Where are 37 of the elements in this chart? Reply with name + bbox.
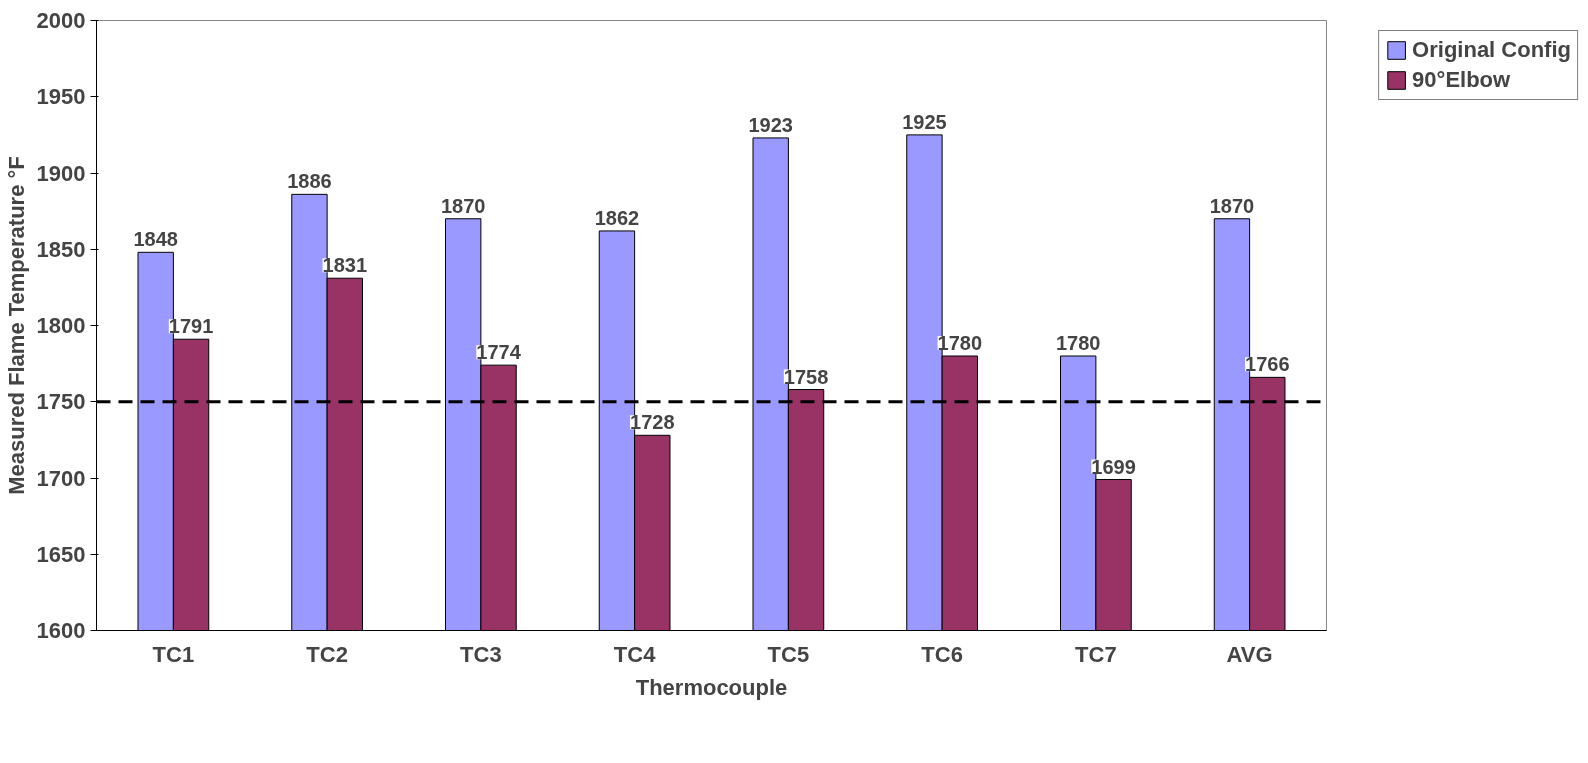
data-label: 1925: [902, 110, 947, 133]
y-axis-title: Measured Flame Temperature °F: [3, 156, 29, 495]
data-label: 1831: [322, 254, 368, 277]
x-tick-label: TC3: [460, 641, 502, 667]
y-tick-label: 1800: [36, 313, 86, 338]
x-tick-label: AVG: [1226, 641, 1273, 667]
data-label: 1780: [1055, 332, 1101, 354]
y-tick-label: 2000: [36, 8, 86, 33]
data-label: 1758: [783, 365, 829, 388]
y-tick-label: 1650: [36, 541, 86, 567]
data-label: 1862: [594, 206, 640, 229]
data-label: 1699: [1091, 455, 1136, 478]
data-label: 1870: [1209, 194, 1255, 217]
x-tick-label: TC1: [152, 641, 195, 667]
x-tick-label: TC6: [921, 641, 963, 667]
data-label: 1870: [440, 194, 486, 217]
x-axis-title: Thermocouple: [635, 674, 788, 700]
data-label: 1766: [1245, 353, 1290, 376]
data-label: 1780: [937, 332, 983, 354]
y-tick-label: 1900: [36, 160, 86, 186]
y-tick-label: 1950: [36, 84, 86, 110]
x-tick-label: TC5: [767, 641, 810, 667]
data-label: 1848: [133, 228, 178, 251]
legend-label: 90°Elbow: [1412, 67, 1511, 93]
y-tick-label: 1600: [36, 618, 86, 643]
data-label: 1886: [287, 170, 332, 193]
x-tick-label: TC4: [613, 641, 657, 667]
data-label: 1923: [748, 113, 793, 136]
y-tick-label: 1750: [36, 389, 86, 415]
data-label: 1774: [476, 341, 522, 364]
legend-label: Original Config: [1412, 37, 1571, 63]
data-label: 1791: [168, 315, 214, 338]
y-tick-label: 1850: [36, 236, 86, 262]
x-tick-label: TC7: [1075, 641, 1117, 667]
y-tick-label: 1700: [36, 465, 86, 491]
x-tick-label: TC2: [306, 641, 348, 667]
data-label: 1728: [630, 411, 675, 434]
